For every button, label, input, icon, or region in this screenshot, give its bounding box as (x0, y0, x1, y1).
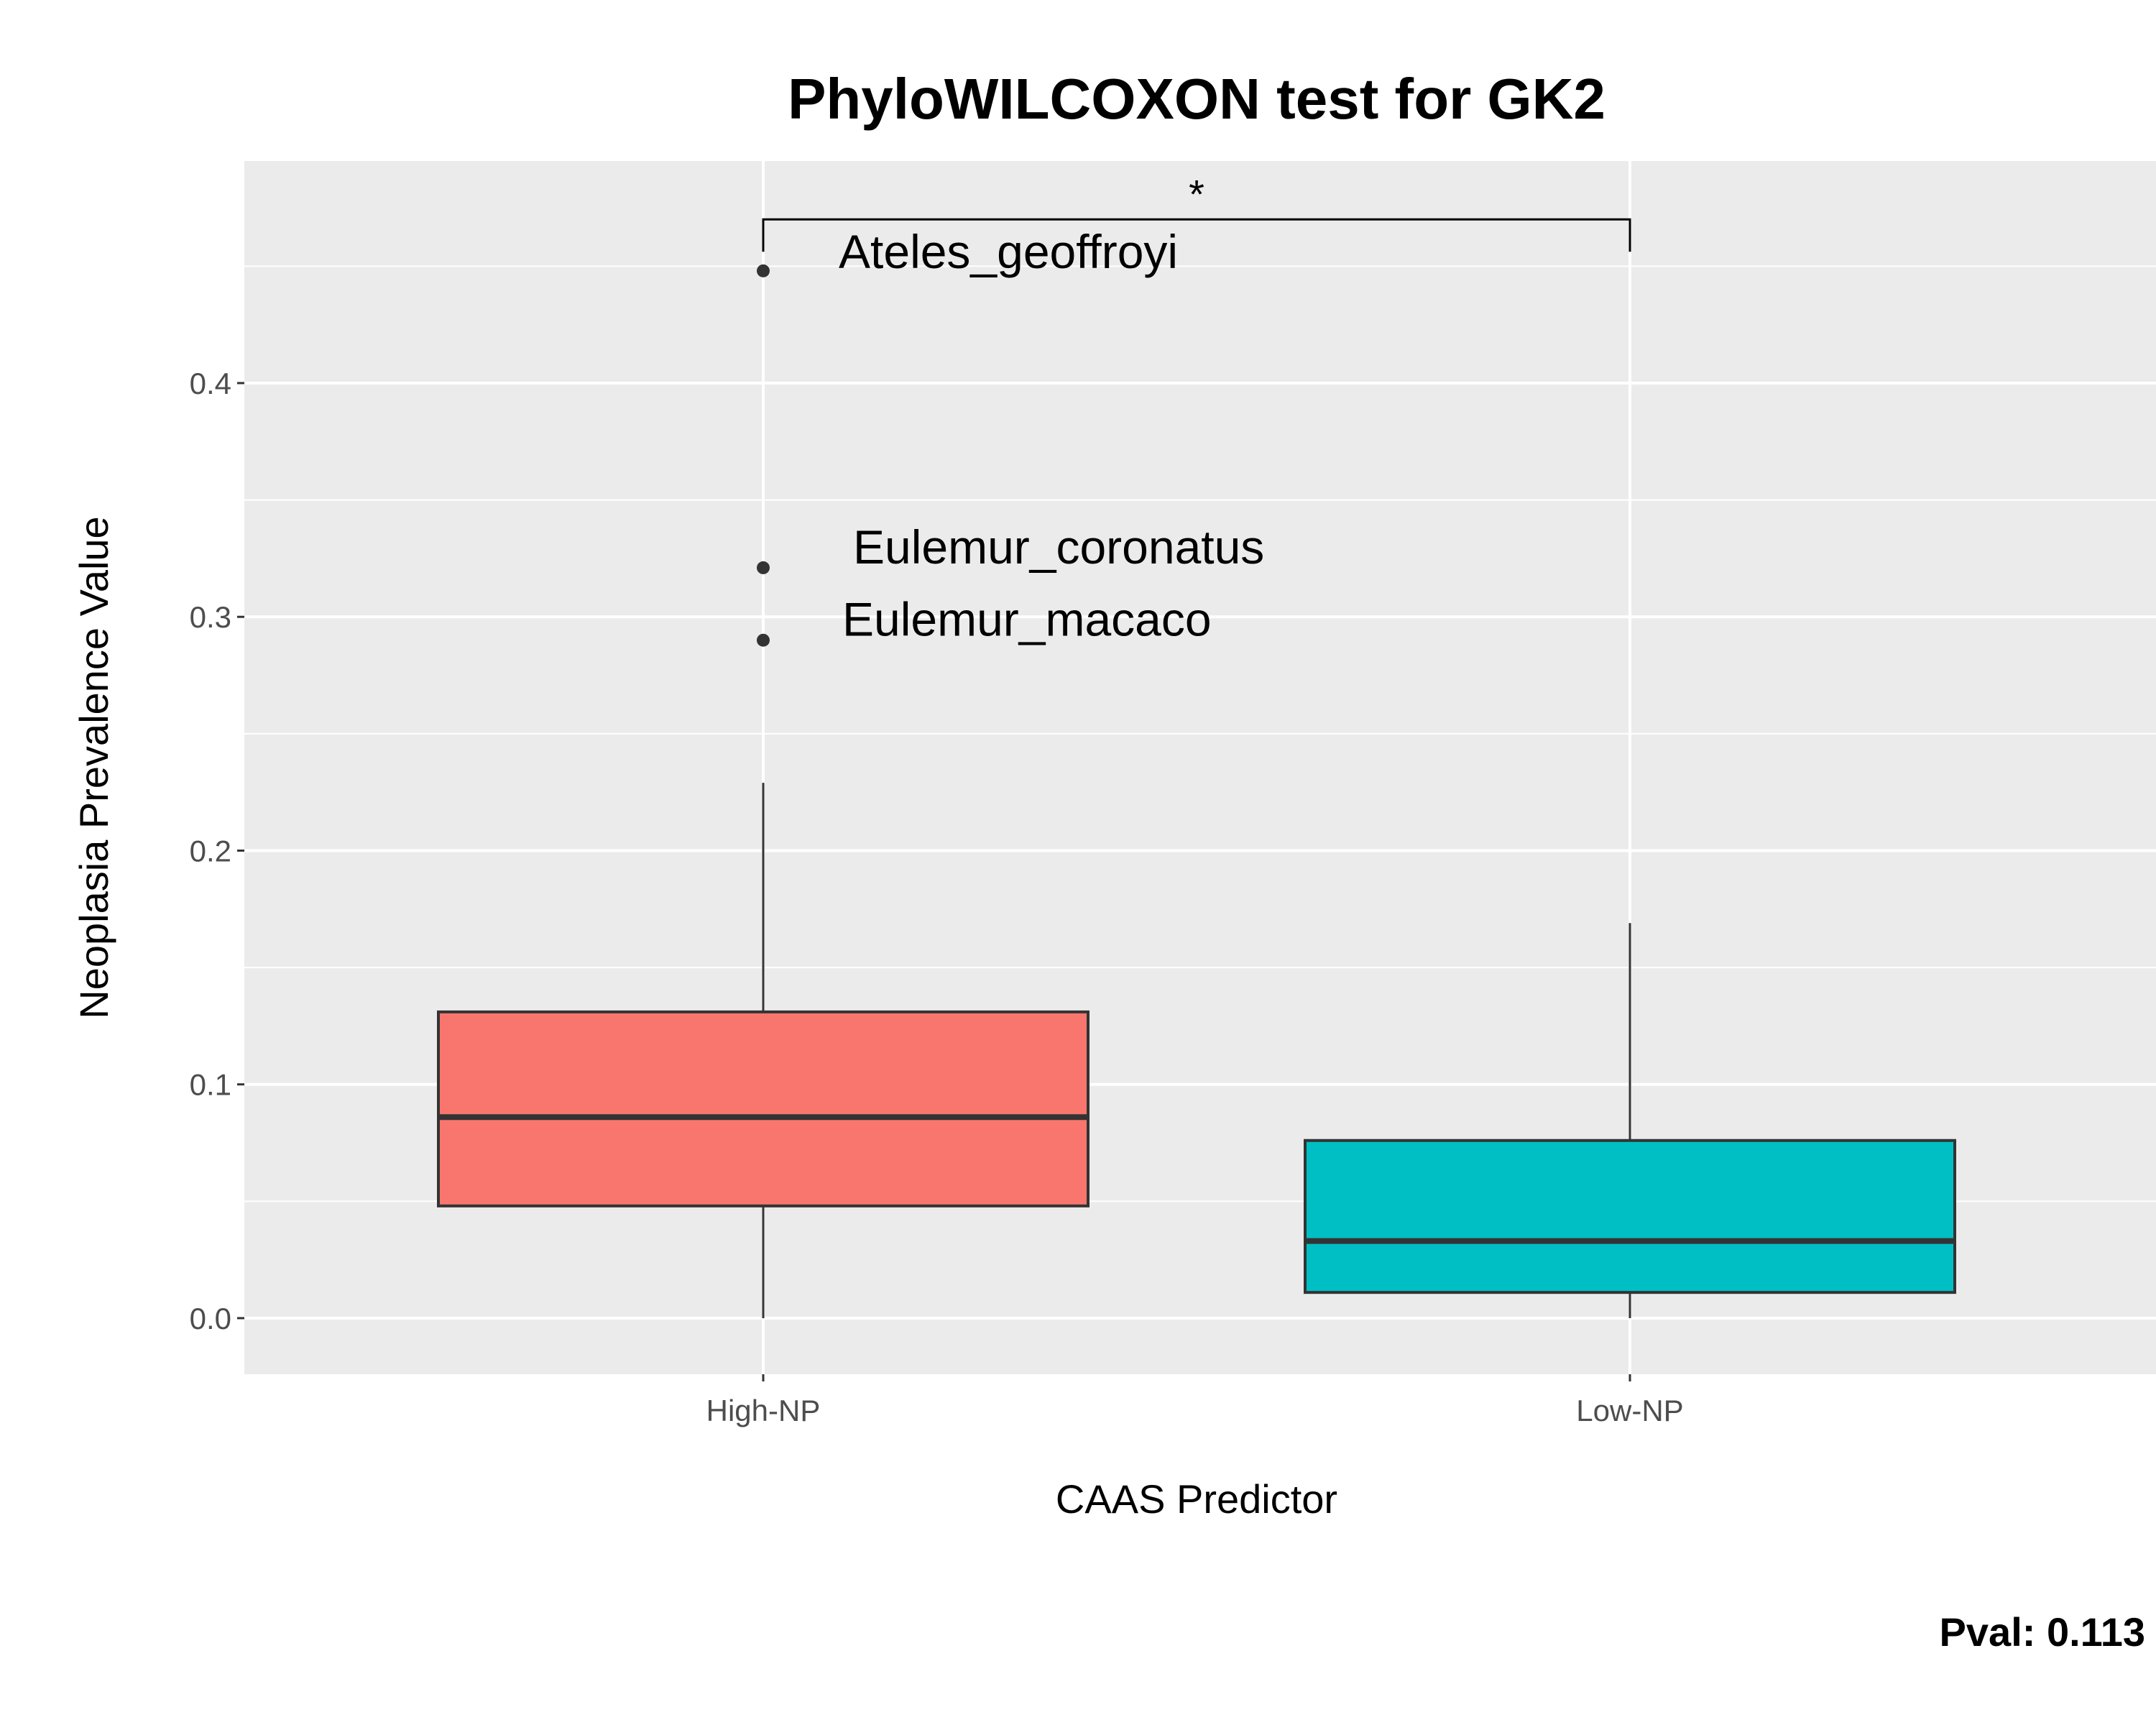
y-axis-title: Neoplasia Prevalence Value (71, 516, 116, 1018)
outlier-label: Eulemur_coronatus (853, 520, 1264, 574)
pvalue-label: Pval: 0.113 (1940, 1609, 2145, 1655)
significance-bracket-line (762, 218, 1631, 252)
outlier-point (757, 633, 770, 647)
box-high-np (437, 1010, 1089, 1208)
y-tick-label: 0.0 (190, 1302, 231, 1335)
significance-bracket: * (762, 171, 1631, 252)
significance-star: * (1189, 171, 1204, 216)
y-tick-label: 0.4 (190, 367, 231, 400)
x-tick-label: Low-NP (1576, 1394, 1683, 1427)
y-tick-label: 0.2 (190, 834, 231, 868)
chart-title: PhyloWILCOXON test for GK2 (788, 67, 1606, 131)
box-low-np (1304, 1138, 1956, 1294)
box-layer (437, 783, 1956, 1318)
x-axis-title: CAAS Predictor (1056, 1476, 1337, 1522)
outlier-layer: Ateles_geoffroyi Eulemur_coronatus Eulemur… (757, 225, 1264, 647)
y-tick-label: 0.3 (190, 600, 231, 634)
axes: 0.0 0.1 0.2 0.3 0.4 High-NP Low-NP (190, 367, 1684, 1427)
x-tick-label: High-NP (706, 1394, 821, 1427)
outlier-point (757, 561, 770, 574)
outlier-label: Ateles_geoffroyi (839, 225, 1178, 278)
outlier-label: Eulemur_macaco (842, 593, 1212, 646)
y-tick-label: 0.1 (190, 1068, 231, 1102)
outlier-point (757, 264, 770, 277)
